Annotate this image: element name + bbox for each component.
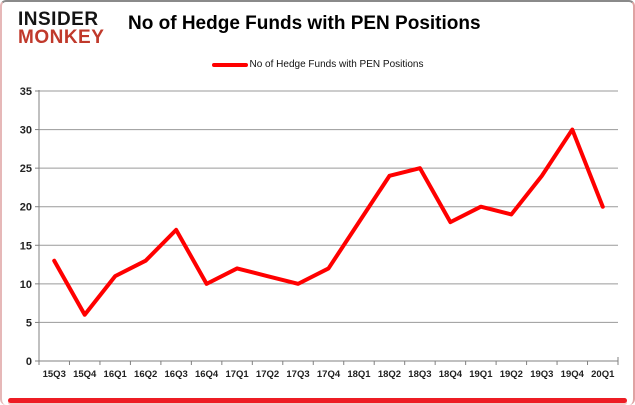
x-axis-label: 19Q2: [500, 369, 523, 380]
x-axis-label: 15Q4: [73, 369, 97, 380]
x-axis-label: 18Q1: [347, 369, 371, 380]
x-axis-label: 17Q4: [317, 369, 341, 380]
x-axis-label: 15Q3: [43, 369, 66, 380]
x-axis-label: 17Q1: [225, 369, 249, 380]
x-axis-label: 17Q2: [256, 369, 279, 380]
x-axis-label: 18Q3: [408, 369, 431, 380]
x-axis-label: 16Q1: [104, 369, 128, 380]
x-axis-label: 18Q2: [378, 369, 401, 380]
x-axis-label: 16Q2: [134, 369, 157, 380]
insider-monkey-logo: INSIDER MONKEY: [18, 9, 105, 48]
x-axis-label: 16Q4: [195, 369, 219, 380]
legend: No of Hedge Funds with PEN Positions: [2, 59, 633, 70]
x-axis-label: 17Q3: [286, 369, 309, 380]
y-axis-label: 30: [20, 125, 32, 137]
card-bottom-accent-bar: [8, 398, 627, 403]
y-axis-label: 35: [20, 86, 32, 98]
x-axis-label: 19Q4: [561, 369, 585, 380]
x-axis-label: 16Q3: [165, 369, 188, 380]
legend-line-swatch: [211, 62, 248, 67]
chart-title: No of Hedge Funds with PEN Positions: [128, 13, 481, 34]
y-axis-label: 20: [20, 202, 32, 214]
y-axis-label: 15: [20, 240, 32, 252]
x-axis-label: 18Q4: [439, 369, 463, 380]
x-axis-label: 20Q1: [591, 369, 615, 380]
pen-series-line: [52, 127, 605, 317]
y-axis-label: 0: [26, 356, 32, 368]
y-axis-label: 25: [20, 163, 32, 175]
y-axis-label: 5: [26, 317, 32, 329]
legend-label: No of Hedge Funds with PEN Positions: [249, 59, 424, 70]
logo-monkey-text: MONKEY: [18, 27, 105, 48]
logo-insider-text: INSIDER: [18, 9, 99, 30]
x-axis-label: 19Q3: [530, 369, 553, 380]
y-axis-label: 10: [20, 279, 32, 291]
x-axis-label: 19Q1: [469, 369, 493, 380]
